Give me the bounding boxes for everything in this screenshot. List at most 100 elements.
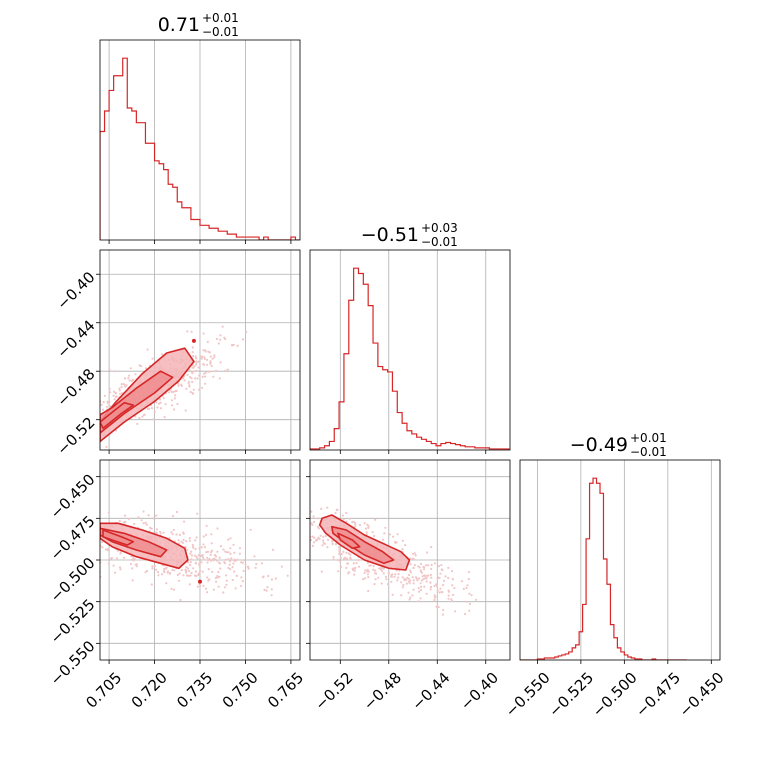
scatter-point [343, 557, 346, 560]
scatter-point [227, 538, 230, 541]
scatter-point [21, 505, 23, 507]
scatter-point [279, 504, 281, 506]
scatter-point [411, 557, 414, 561]
scatter-point [178, 572, 181, 575]
scatter-point [87, 408, 89, 410]
scatter-point [210, 551, 213, 554]
scatter-point [91, 513, 93, 515]
scatter-point [196, 377, 199, 380]
scatter-point [118, 519, 121, 523]
scatter-point [79, 506, 81, 508]
scatter-point [268, 511, 270, 513]
scatter-point [104, 548, 107, 551]
scatter-point [222, 591, 225, 594]
scatter-point [357, 565, 361, 568]
scatter-point [225, 579, 228, 582]
scatter-point [427, 564, 430, 567]
scatter-point [202, 349, 205, 352]
scatter-point [131, 567, 134, 570]
scatter-point [401, 576, 404, 579]
scatter-point [192, 546, 195, 549]
scatter-point [345, 566, 348, 570]
scatter-point [414, 554, 417, 557]
scatter-point [198, 388, 201, 391]
scatter-point [85, 411, 87, 413]
scatter-point [163, 571, 166, 574]
scatter-point [189, 561, 192, 564]
scatter-point [362, 578, 365, 581]
scatter-point [190, 330, 193, 333]
scatter-point [374, 518, 377, 521]
scatter-point [425, 564, 428, 567]
x-tick-label: −0.525 [545, 669, 597, 721]
scatter-point [66, 520, 68, 522]
scatter-point [305, 515, 307, 517]
scatter-point [218, 575, 221, 578]
x-tick-label: 0.765 [264, 669, 307, 712]
scatter-point [124, 514, 127, 517]
scatter-point [219, 567, 222, 570]
scatter-point [131, 579, 134, 582]
scatter-point [416, 579, 419, 582]
y-tick-label: −0.52 [53, 414, 98, 459]
scatter-point [460, 580, 464, 583]
scatter-point [213, 554, 216, 557]
scatter-point [373, 583, 376, 586]
scatter-point [45, 526, 47, 528]
scatter-point [447, 590, 451, 593]
scatter-point [144, 367, 148, 370]
scatter-point [173, 569, 176, 572]
scatter-point [186, 548, 189, 552]
scatter-point [321, 544, 324, 547]
scatter-point [345, 520, 348, 523]
scatter-point [181, 541, 184, 544]
scatter-point [313, 541, 316, 544]
scatter-point [206, 561, 209, 564]
x-tick-label: −0.450 [676, 669, 728, 721]
scatter-point [188, 539, 191, 542]
scatter-point [195, 555, 198, 558]
scatter-point [224, 550, 227, 553]
scatter-point [102, 408, 105, 411]
scatter-point [219, 334, 222, 337]
scatter-point [192, 354, 195, 358]
scatter-point [227, 558, 230, 561]
scatter-point [429, 588, 432, 591]
scatter-point [308, 564, 310, 566]
scatter-point [185, 574, 189, 577]
scatter-point [229, 547, 232, 550]
scatter-point [162, 397, 165, 400]
scatter-point [429, 581, 432, 584]
scatter-point [234, 587, 237, 590]
scatter-point [454, 610, 457, 613]
scatter-point [123, 377, 127, 380]
scatter-point [392, 535, 395, 538]
scatter-point [274, 577, 277, 580]
scatter-point [278, 499, 280, 501]
scatter-point [94, 409, 96, 411]
x-tick-label: −0.550 [502, 669, 554, 721]
scatter-point [112, 394, 115, 397]
scatter-point [206, 363, 209, 366]
scatter-point [142, 522, 145, 525]
scatter-point [170, 390, 173, 394]
scatter-point [156, 571, 160, 574]
x-tick-label: −0.500 [589, 669, 641, 721]
scatter-point [311, 535, 314, 538]
scatter-point [383, 532, 386, 535]
scatter-point [367, 589, 370, 593]
scatter-point [215, 337, 218, 341]
scatter-point [93, 532, 95, 534]
scatter-point [135, 565, 138, 568]
scatter-point [159, 407, 162, 410]
scatter-point [216, 527, 219, 530]
scatter-point [241, 580, 244, 583]
scatter-point [367, 576, 370, 579]
scatter-point [195, 357, 198, 360]
scatter-point [409, 563, 412, 566]
x-tick-label: −0.475 [632, 669, 684, 721]
scatter-point [197, 563, 201, 566]
scatter-point [191, 543, 194, 547]
scatter-point [217, 585, 220, 588]
scatter-point [270, 588, 273, 591]
